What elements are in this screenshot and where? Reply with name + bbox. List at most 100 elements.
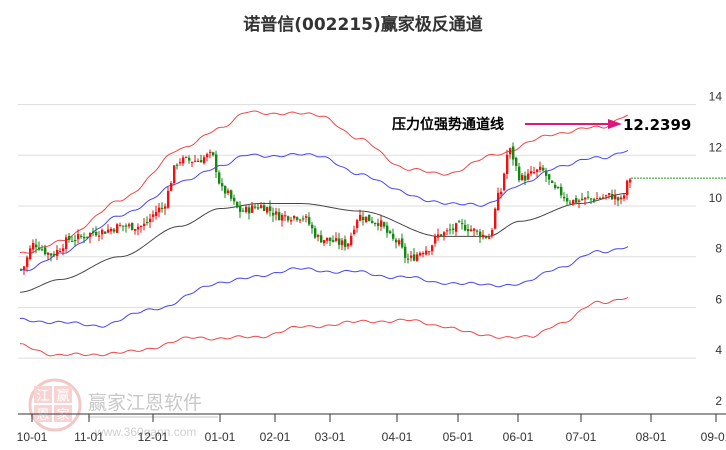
candle [155,211,158,216]
candle [602,197,605,199]
pressure-annotation: 压力位强势通道线 12.2399 [392,116,691,134]
candle [236,201,239,208]
candle [281,214,284,221]
candle [104,231,107,234]
candle [182,157,185,164]
candle [128,224,131,227]
candle [284,215,287,217]
candle [143,223,146,227]
candle [431,245,434,252]
candle [83,236,86,239]
candle [266,207,269,213]
candlesticks [20,142,632,276]
candle [347,243,350,247]
candle [65,237,68,249]
candle [86,236,89,238]
candle [404,246,407,258]
candle [332,240,335,242]
candle [206,154,209,158]
candle [56,249,59,256]
candle [518,166,521,181]
candle [365,216,368,222]
candle [158,207,161,213]
candle [44,247,47,255]
candle [146,221,149,223]
candle [413,254,416,261]
candle [524,175,527,181]
x-tick-label: 06-01 [503,430,534,444]
candle [185,156,188,158]
candle [428,251,431,253]
candle [353,229,356,235]
candle [212,152,215,156]
candle [101,229,104,235]
x-tick-label: 09-01 [701,430,726,444]
candle [272,212,275,216]
candle [620,197,623,200]
candle [113,229,116,232]
candle [452,228,455,230]
y-tick-label: 8 [715,242,722,256]
y-tick-label: 14 [709,90,723,104]
candle [398,240,401,245]
annotation-label: 压力位强势通道线 [392,116,504,133]
band-upper-outer [19,110,629,254]
candle [443,232,446,236]
candle [20,269,23,271]
candle [119,225,122,227]
candle [533,172,536,174]
y-tick-label: 2 [715,394,722,408]
candle [539,166,542,170]
candle [167,190,170,208]
candle [179,162,182,164]
x-tick-label: 07-01 [566,430,597,444]
candle [275,211,278,215]
x-tick-label: 01-01 [205,430,236,444]
candle [209,151,212,153]
candle [389,231,392,233]
candle [134,229,137,231]
candle [173,165,176,184]
candle [578,200,581,202]
candle [341,240,344,246]
candle [419,252,422,256]
candle [449,229,452,231]
svg-text:恩: 恩 [36,408,49,423]
candle [338,238,341,245]
candle [467,229,470,232]
candle [107,229,110,233]
candle [125,225,128,227]
candle [287,216,290,221]
candle [200,160,203,163]
x-tick-label: 02-01 [260,430,291,444]
candle [269,206,272,211]
candle [362,216,365,221]
candle [584,197,587,200]
x-tick-label: 05-01 [443,430,474,444]
candle [344,239,347,247]
candle [554,184,557,188]
candle [374,223,377,225]
candle [497,192,500,211]
candle [290,220,293,222]
candle [320,235,323,243]
candle [581,198,584,201]
candle [422,252,425,255]
candle [71,240,74,242]
candle [503,173,506,191]
candle [59,250,62,252]
candle [308,217,311,225]
candle [170,183,173,191]
candle [233,197,236,202]
gridlines [18,104,696,359]
band-middle [19,192,629,293]
candle [542,167,545,171]
candle [317,235,320,237]
candle [440,234,443,237]
candle [464,224,467,231]
candle [545,170,548,176]
candle [617,197,620,201]
candle [140,226,143,228]
annotation-value: 12.2399 [623,116,691,134]
candle [476,230,479,232]
